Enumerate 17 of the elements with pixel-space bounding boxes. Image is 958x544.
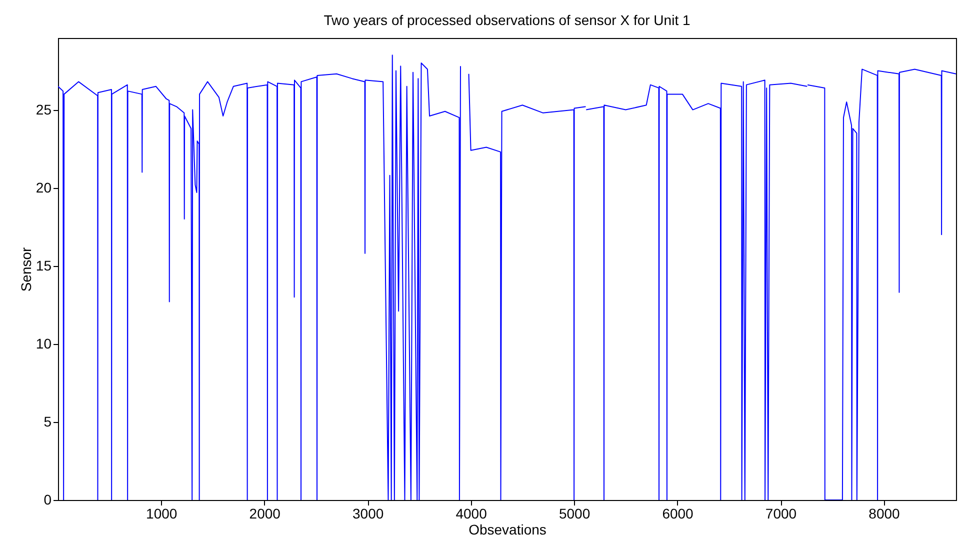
x-tick-label: 8000 [868,506,900,522]
x-tick-label: 5000 [558,506,590,522]
x-tick-label: 4000 [456,506,488,522]
chart-title: Two years of processed observations of sensor X for Unit 1 [324,12,690,28]
x-tick-label: 3000 [352,506,384,522]
y-tick-label: 10 [36,335,52,352]
y-axis-title: Sensor [18,246,34,292]
x-tick-label: 7000 [765,506,797,522]
x-tick-label: 6000 [662,506,694,522]
y-tick-label: 25 [36,101,52,118]
y-tick-label: 15 [36,257,52,274]
y-tick-label: 0 [44,492,52,508]
x-tick-label: 2000 [249,506,281,522]
x-tick-label: 1000 [146,506,178,522]
y-tick-label: 20 [36,179,52,196]
x-axis-title: Obsevations [468,522,546,538]
y-tick-label: 5 [44,413,52,430]
